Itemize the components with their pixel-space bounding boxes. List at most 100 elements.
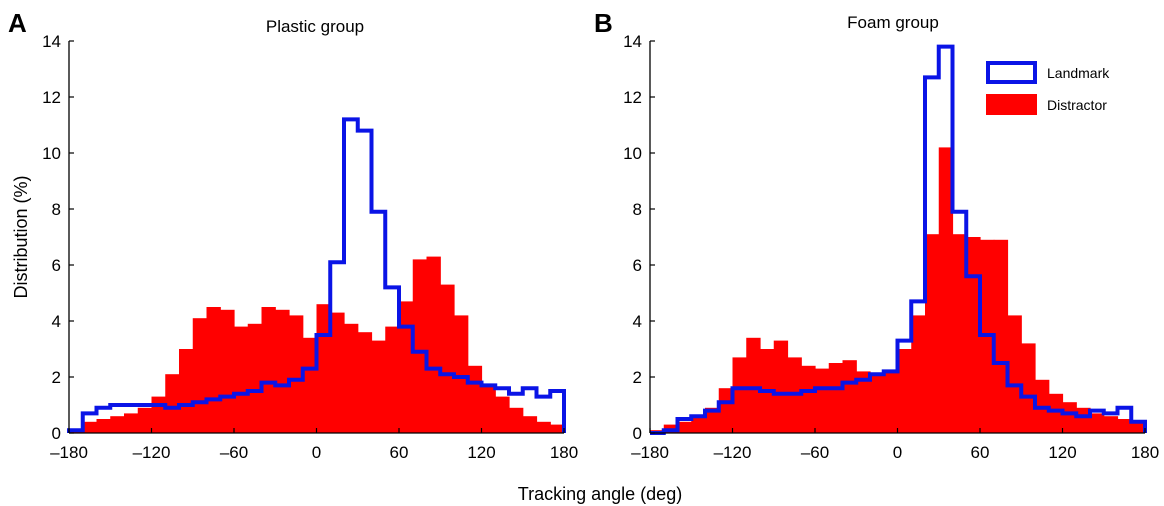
legend-label-landmark: Landmark — [1047, 65, 1110, 81]
panel-a-y-tick-label: 6 — [52, 256, 61, 275]
panel-a-distractor-bar — [467, 365, 483, 433]
panel-a-y-tick-label: 10 — [42, 144, 61, 163]
panel-b-letter: B — [594, 8, 613, 38]
panel-b-distractor-bar — [856, 371, 871, 433]
panel-b-x-tick-label: 120 — [1048, 443, 1076, 462]
panel-a-y-tick-label: 2 — [52, 368, 61, 387]
panel-b-x-tick-label: 0 — [893, 443, 902, 462]
panel-b-y-tick-label: 14 — [623, 32, 642, 51]
panel-b-distractor-bar — [1076, 407, 1091, 433]
panel-b-distractor-bar — [773, 340, 789, 433]
panel-b-x-tick-label: –120 — [714, 443, 752, 462]
panel-a-distractor-bar — [124, 413, 139, 433]
panel-b-distractor-bar — [883, 371, 899, 433]
panel-b-distractor-bar — [1007, 315, 1022, 433]
panel-b-distractor-bar — [746, 337, 761, 433]
panel-b-x-tick-label: 180 — [1131, 443, 1159, 462]
panel-b-distractor-bar — [1062, 402, 1077, 433]
panel-b-distractor-bar — [952, 234, 967, 433]
panel-a-distractor-bar — [344, 323, 359, 433]
panel-a-distractor-bar — [426, 256, 441, 433]
panel-b-landmark-outline — [650, 44, 1147, 435]
panel-a-distractor-bar — [440, 284, 455, 433]
panel-b-plot-area: 0 2 4 6 8 10 12 14 –180 –120 –60 0 60 120 180 — [623, 32, 1159, 462]
panel-b-distractor-bar — [1103, 416, 1119, 433]
panel-a-plot-area: 0 2 4 6 8 10 12 14 –180 –120 –60 0 60 120 180 — [42, 32, 578, 462]
panel-a-distractor-bar — [385, 326, 400, 433]
panel-a-landmark-outline — [67, 117, 566, 433]
panel-a-distractor-bar — [330, 312, 345, 433]
panel-b-distractor-bar — [966, 237, 981, 433]
panel-a-distractor-bar — [82, 421, 98, 433]
panel-a-distractor-bar — [110, 416, 125, 433]
panel-a-x-tick-label: 180 — [550, 443, 578, 462]
panel-a-x-tick-label: 60 — [390, 443, 409, 462]
panel-b-y-tick-label: 2 — [633, 368, 642, 387]
panel-a-x-tick-label: –180 — [50, 443, 88, 462]
panel-b-x-tick-label: 60 — [971, 443, 990, 462]
panel-a-x-tick-label: 120 — [467, 443, 495, 462]
panel-a-distractor-bar — [179, 349, 194, 433]
panel-a-distractor-bar — [412, 259, 428, 433]
panel-b-distractor-bar — [815, 368, 830, 433]
panel-b-distractor-bar — [870, 374, 885, 433]
panel-a-x-tick-label: –60 — [220, 443, 248, 462]
panel-a-x-tick-label: 0 — [312, 443, 321, 462]
panel-a-distractor-bar — [220, 309, 235, 433]
panel-a-distractor-bar — [137, 407, 153, 433]
panel-b-y-tick-label: 0 — [633, 424, 642, 443]
panel-b-distractor-bar — [897, 349, 912, 433]
panel-a-distractor-bar — [495, 396, 510, 433]
panel-b-distractor-bar — [1090, 413, 1105, 433]
legend-swatch-distractor — [986, 94, 1037, 115]
panel-a-letter: A — [8, 8, 27, 38]
panel-a-distractor-bar — [206, 307, 221, 433]
x-axis-title: Tracking angle (deg) — [518, 484, 682, 504]
panel-a-distractor-bar — [454, 315, 469, 433]
panel-a-distractor-bar — [481, 385, 496, 433]
panel-a-distractor-bar — [192, 318, 208, 433]
panel-a-title: Plastic group — [266, 17, 364, 36]
panel-a-distractor-bar — [550, 424, 565, 433]
panel-a-distractor-bar — [536, 421, 551, 433]
legend-swatch-landmark — [986, 61, 1037, 84]
panel-a: 0 2 4 6 8 10 12 14 –180 –120 –60 0 60 120 180 A Plasti… — [8, 8, 578, 462]
panel-b-distractor-bar — [911, 315, 926, 433]
panel-a-distractor-bar — [261, 307, 276, 433]
panel-a-distractor-bar — [509, 407, 524, 433]
panel-b-distractor-bar — [1048, 393, 1064, 433]
panel-b-x-tick-label: –60 — [801, 443, 829, 462]
panel-b-y-tick-label: 8 — [633, 200, 642, 219]
panel-a-distractor-bar — [399, 301, 414, 433]
panel-a-distractor-bar — [165, 374, 180, 433]
panel-b-distractor-bar — [1117, 419, 1132, 433]
panel-a-distractor-bar — [247, 323, 263, 433]
legend: Landmark Distractor — [986, 61, 1110, 115]
panel-a-distractor-bar — [275, 309, 290, 433]
panel-b-distractor-bar — [732, 357, 747, 433]
panel-a-distractor-bar — [234, 326, 249, 433]
panel-b: 0 2 4 6 8 10 12 14 –180 –120 –60 0 60 120 180 B Foam g… — [594, 8, 1159, 462]
panel-a-distractor-bar — [151, 396, 166, 433]
panel-a-distractor-bar — [96, 419, 111, 433]
panel-a-y-tick-label: 4 — [52, 312, 61, 331]
panel-b-distractor-bar — [925, 234, 940, 433]
panel-b-y-tick-label: 4 — [633, 312, 642, 331]
panel-a-distractor-bar — [371, 340, 386, 433]
panel-b-distractor-bar — [677, 421, 692, 433]
panel-a-distractor-bar — [357, 332, 373, 433]
panel-a-y-tick-label: 14 — [42, 32, 61, 51]
panel-b-distractor-bar — [718, 388, 734, 433]
panel-b-distractor-bar — [801, 365, 816, 433]
panel-b-distractor-bar — [938, 147, 954, 433]
panel-b-y-tick-label: 12 — [623, 88, 642, 107]
panel-b-x-tick-label: –180 — [631, 443, 669, 462]
panel-b-distractor-bar — [1131, 421, 1146, 433]
panel-b-distractor-bar — [842, 360, 857, 433]
panel-b-y-tick-label: 6 — [633, 256, 642, 275]
panel-b-distractor-bar — [993, 239, 1009, 433]
panel-a-x-tick-label: –120 — [133, 443, 171, 462]
legend-label-distractor: Distractor — [1047, 97, 1107, 113]
panel-b-distractor-bar — [1021, 343, 1036, 433]
panel-a-distractor-bar — [522, 416, 538, 433]
